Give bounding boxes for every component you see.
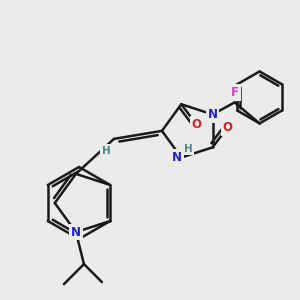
Text: H: H — [184, 143, 193, 154]
Text: H: H — [102, 146, 110, 156]
Text: O: O — [223, 121, 232, 134]
Text: F: F — [231, 86, 239, 99]
Text: N: N — [71, 226, 81, 238]
Text: N: N — [208, 108, 218, 121]
Text: O: O — [191, 118, 201, 131]
Text: N: N — [172, 151, 182, 164]
